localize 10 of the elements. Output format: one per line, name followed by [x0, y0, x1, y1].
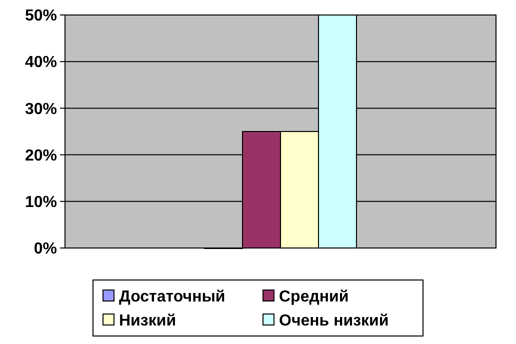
y-tick-label: 40%: [24, 54, 57, 72]
legend-label: Очень низкий: [279, 312, 389, 330]
y-tick-label: 20%: [24, 147, 57, 164]
y-tick-label: 50%: [24, 8, 57, 25]
legend-label: Средний: [279, 288, 349, 306]
y-tick-label: 0%: [34, 240, 57, 258]
y-tick-label: 30%: [24, 100, 57, 118]
legend-label: Низкий: [119, 312, 176, 330]
legend-label: Достаточный: [119, 288, 226, 306]
y-tick-label: 10%: [24, 194, 57, 211]
